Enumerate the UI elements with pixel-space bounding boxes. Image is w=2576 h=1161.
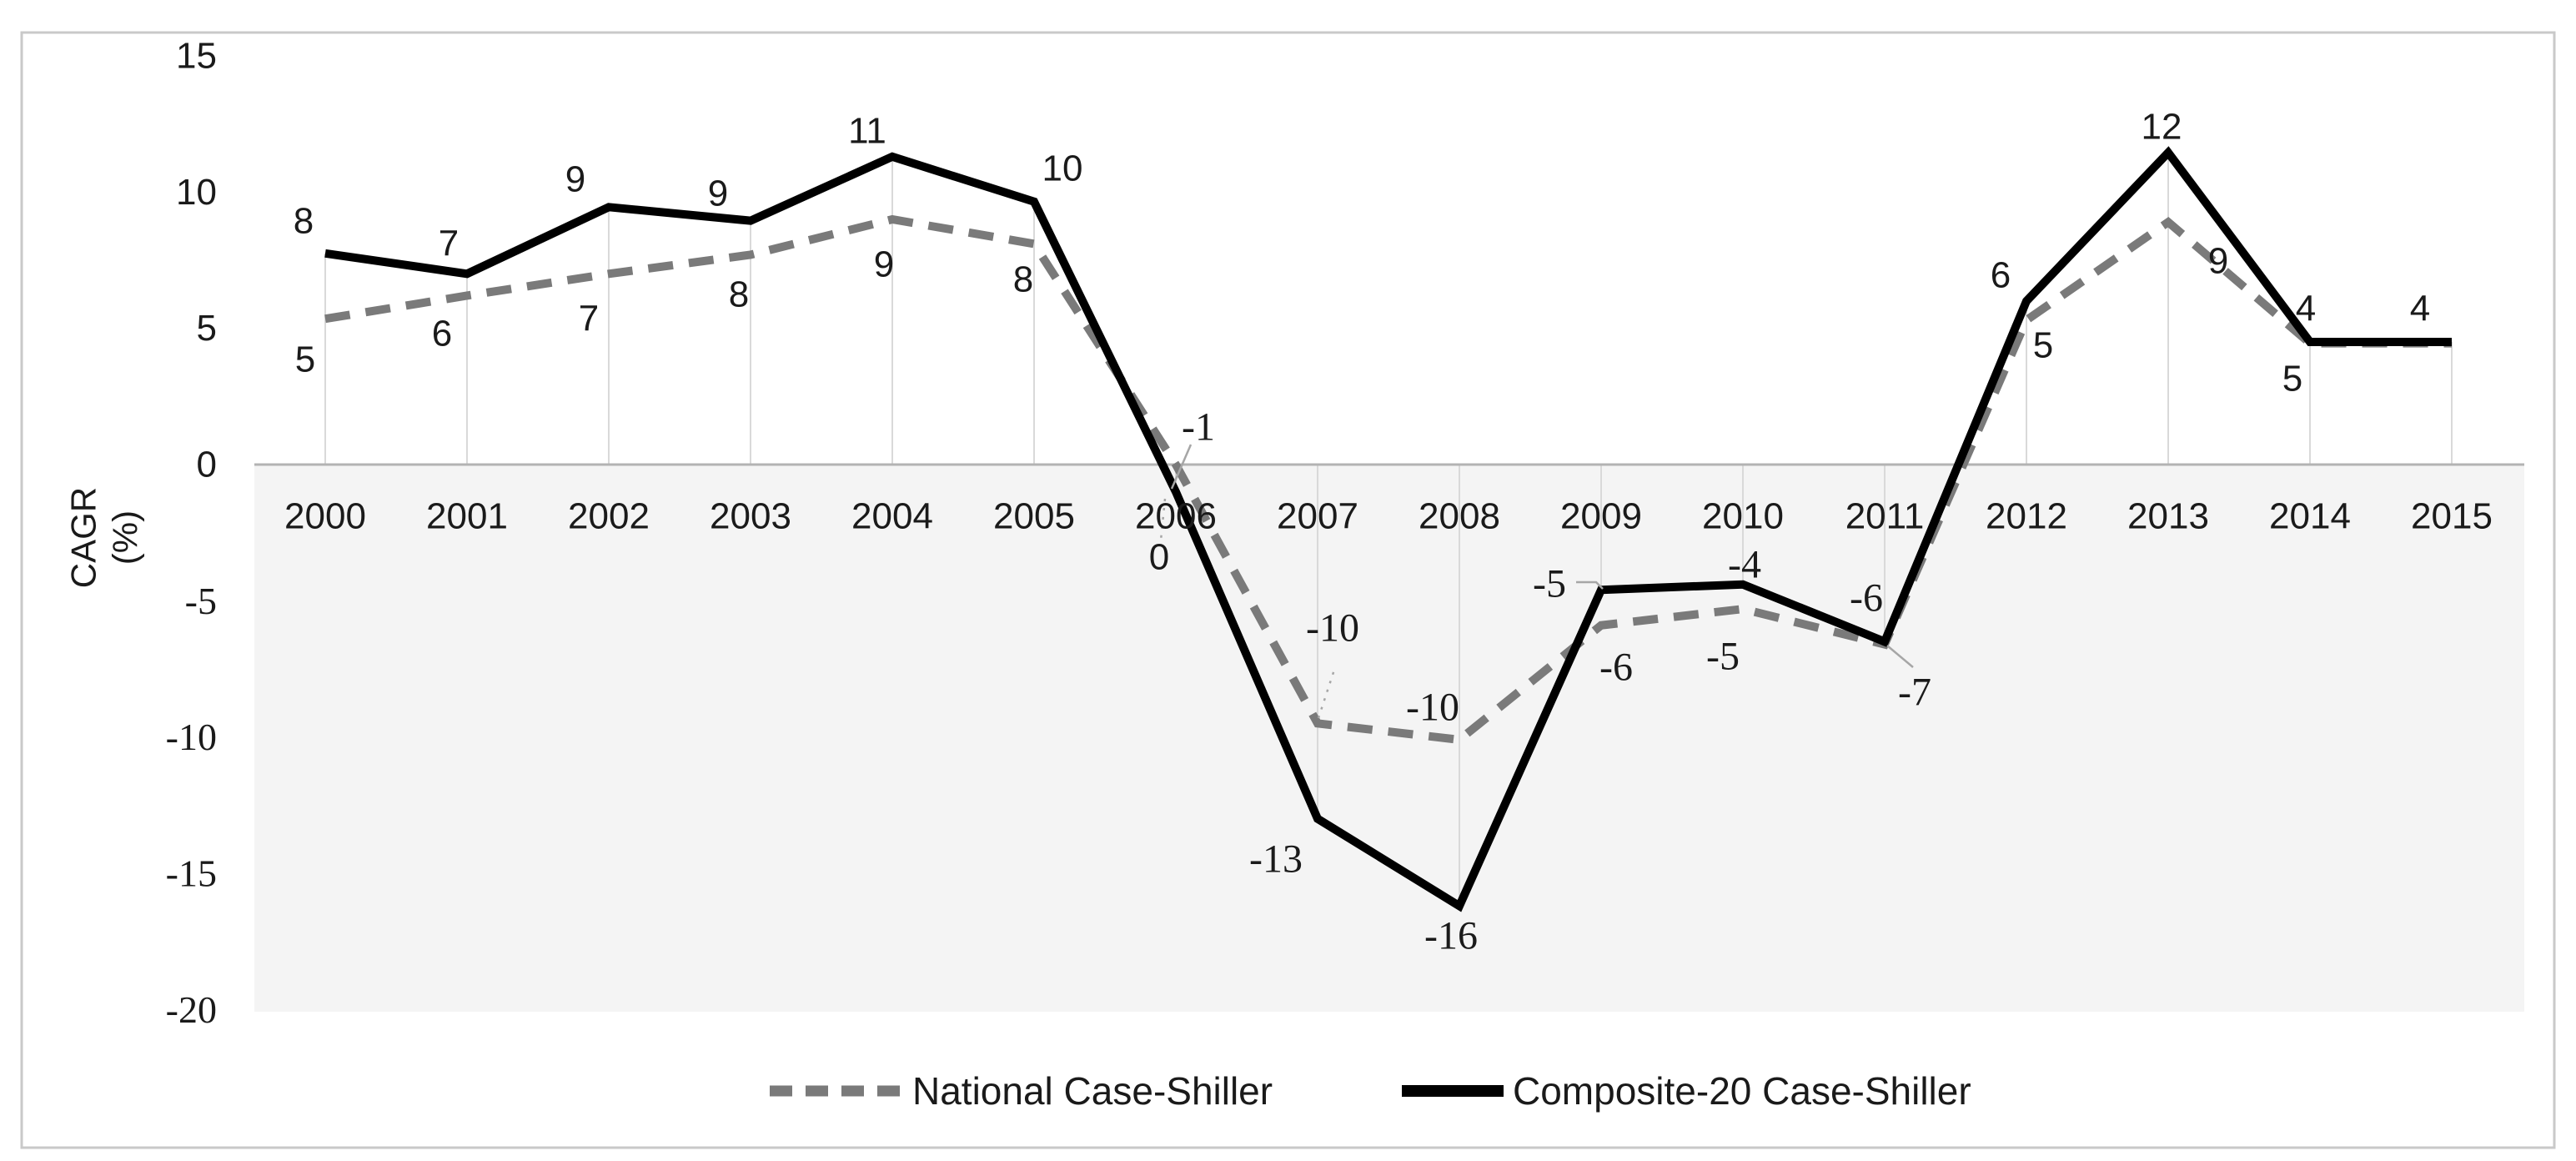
data-label-composite: 4	[2410, 289, 2430, 329]
legend-label-national: National Case-Shiller	[912, 1069, 1273, 1113]
data-label-national: 8	[729, 274, 749, 315]
x-tick-label: 2015	[2411, 496, 2493, 537]
data-label-national: -7	[1898, 671, 1931, 715]
y-tick-label: -20	[166, 988, 217, 1031]
data-label-national: -10	[1406, 686, 1459, 730]
x-tick-label: 2012	[1986, 496, 2067, 537]
y-tick-label: -5	[185, 580, 217, 622]
y-axis-title-line1: CAGR	[63, 486, 103, 589]
x-tick-label: 2007	[1277, 496, 1358, 537]
composite-series-line	[324, 146, 2452, 912]
data-label-national: 0	[1149, 537, 1169, 578]
data-label-composite: 9	[708, 173, 728, 214]
data-label-composite: 7	[439, 224, 459, 264]
x-tick-label: 2008	[1419, 496, 1500, 537]
data-label-national: 5	[295, 339, 315, 380]
data-label-national: 5	[2282, 359, 2302, 400]
data-label-composite: -1	[1182, 405, 1215, 450]
y-tick-label: 10	[176, 172, 217, 213]
label-leader-line	[1886, 645, 1914, 668]
data-label-composite: -6	[1850, 576, 1883, 621]
dashed-line-swatch	[770, 1085, 903, 1097]
x-tick-label: 2003	[710, 496, 791, 537]
y-tick-label: -10	[166, 716, 217, 758]
x-tick-label: 2004	[851, 496, 933, 537]
data-label-composite: -5	[1533, 562, 1566, 606]
data-label-national: -10	[1306, 606, 1359, 651]
data-label-national: 9	[874, 244, 894, 285]
data-label-composite: -4	[1728, 543, 1761, 587]
data-label-national: 8	[1013, 259, 1033, 300]
y-axis-title-line2: (%)	[105, 510, 144, 565]
x-tick-label: 2006	[1135, 496, 1217, 537]
below-zero-band	[254, 465, 2524, 1012]
x-tick-label: 2011	[1845, 496, 1925, 537]
data-label-composite: 10	[1042, 148, 1083, 189]
y-tick-label: 15	[176, 35, 217, 76]
data-label-composite: -16	[1424, 914, 1478, 958]
y-axis-title: CAGR (%)	[63, 475, 145, 601]
x-tick-label: 2014	[2269, 496, 2351, 537]
national-series-line	[324, 214, 2452, 745]
label-leader-line	[1170, 444, 1193, 490]
data-label-composite: 12	[2142, 107, 2182, 148]
data-label-national: -5	[1706, 635, 1740, 679]
x-tick-label: 2010	[1702, 496, 1784, 537]
data-label-composite: 11	[848, 111, 886, 152]
x-tick-label: 2000	[284, 496, 366, 537]
data-label-composite: -13	[1249, 837, 1303, 882]
data-label-composite: 6	[1991, 255, 2011, 296]
y-tick-label: -15	[166, 852, 217, 895]
data-label-national: 6	[432, 314, 452, 354]
data-label-national: 7	[579, 299, 599, 339]
data-label-national: 5	[2033, 325, 2053, 366]
legend-label-composite: Composite-20 Case-Shiller	[1513, 1069, 1971, 1113]
data-label-national: 9	[2208, 241, 2228, 282]
data-label-national: -6	[1599, 646, 1633, 690]
solid-line-swatch	[1402, 1085, 1504, 1097]
x-tick-label: 2002	[568, 496, 650, 537]
x-tick-label: 2005	[993, 496, 1075, 537]
legend-item-national: National Case-Shiller	[767, 1069, 1273, 1113]
data-label-composite: 8	[294, 201, 314, 242]
label-leader-line	[1576, 580, 1604, 590]
y-tick-label: 0	[197, 445, 217, 485]
data-label-composite: 9	[565, 159, 585, 200]
x-tick-label: 2009	[1560, 496, 1642, 537]
figure-border	[20, 31, 2556, 1149]
y-tick-label: 5	[197, 308, 217, 349]
x-tick-label: 2001	[426, 496, 508, 537]
data-label-composite: 4	[2296, 289, 2316, 329]
legend-item-composite: Composite-20 Case-Shiller	[1399, 1069, 1971, 1113]
x-tick-label: 2013	[2127, 496, 2209, 537]
